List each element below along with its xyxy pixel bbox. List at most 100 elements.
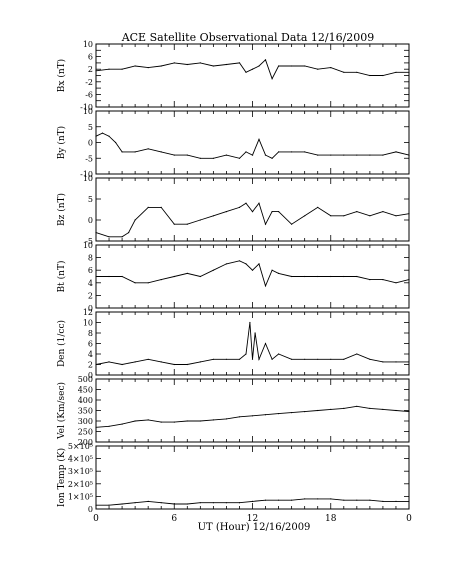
data-point <box>330 275 332 278</box>
panel-frame <box>95 177 410 242</box>
data-point <box>382 154 384 156</box>
data-point <box>173 421 175 423</box>
chart-title: ACE Satellite Observational Data 12/16/2… <box>121 31 375 44</box>
data-point <box>108 425 110 427</box>
y-tick-label: -5 <box>85 237 93 246</box>
data-point <box>251 358 254 360</box>
y-tick-label: 0 <box>88 139 93 148</box>
data-point <box>212 269 214 271</box>
data-point <box>173 154 175 156</box>
data-point <box>95 504 97 506</box>
data-point <box>108 236 110 238</box>
y-tick-label: -2 <box>85 78 93 87</box>
data-point <box>212 502 214 504</box>
data-point <box>238 62 241 64</box>
data-point <box>108 275 110 278</box>
data-point <box>121 151 123 153</box>
x-tick-label: 18 <box>325 514 337 524</box>
data-point <box>225 154 227 156</box>
data-point <box>186 63 188 66</box>
data-point <box>408 411 410 413</box>
data-point <box>173 223 175 225</box>
data-point <box>258 263 260 265</box>
panel-2: -5 0 5 10 Bz (nT) <box>56 174 410 246</box>
data-point <box>160 206 162 208</box>
y-tick-label: 2 <box>88 361 93 370</box>
series-line <box>95 405 410 428</box>
y-tick-label: 300 <box>78 417 93 426</box>
data-point <box>343 358 345 360</box>
data-point <box>199 157 201 159</box>
data-point <box>317 206 319 208</box>
data-point <box>291 358 293 360</box>
data-point <box>95 426 97 428</box>
data-point <box>395 361 397 363</box>
y-tick-label: 2 <box>88 65 93 74</box>
data-point <box>173 503 175 505</box>
panel-4: 02 46 810 12 Den (1/cc) <box>56 308 410 380</box>
y-tick-label: 12 <box>83 308 93 317</box>
data-point <box>317 409 319 412</box>
data-point <box>343 71 345 73</box>
y-tick-label: 400 <box>78 396 93 405</box>
y-tick-label: 0 <box>88 304 93 313</box>
data-point <box>251 68 254 70</box>
data-point <box>258 65 260 67</box>
data-point <box>147 148 149 150</box>
y-tick-label: 450 <box>78 386 93 395</box>
data-point <box>271 157 273 159</box>
data-point <box>245 71 247 73</box>
data-point <box>134 502 136 504</box>
data-point <box>121 236 123 238</box>
data-point <box>251 415 254 417</box>
data-point <box>245 263 247 265</box>
y-axis-label: Ion Temp (K) <box>56 448 67 507</box>
data-point <box>304 215 306 217</box>
data-point <box>278 353 280 355</box>
data-point <box>382 211 384 213</box>
y-tick-label: 3×10⁵ <box>68 467 93 476</box>
data-point <box>95 363 97 366</box>
data-point <box>128 232 130 234</box>
y-tick-label: 2 <box>88 291 93 300</box>
data-point <box>134 420 136 422</box>
y-tick-label: 8 <box>88 254 93 263</box>
data-point <box>271 269 273 271</box>
data-point <box>173 275 175 278</box>
data-point <box>186 420 188 422</box>
data-point <box>408 361 410 363</box>
data-point <box>343 407 345 409</box>
data-point <box>258 202 260 204</box>
panel-frame <box>95 378 410 443</box>
data-point <box>238 260 241 262</box>
data-point <box>225 263 227 265</box>
data-point <box>317 68 319 70</box>
data-point <box>147 206 149 208</box>
y-tick-label: 500 <box>78 375 93 384</box>
data-point <box>160 279 162 281</box>
data-point <box>134 282 136 284</box>
data-point <box>382 408 384 410</box>
data-point <box>186 272 188 274</box>
data-point <box>369 215 371 217</box>
data-point <box>225 63 227 66</box>
data-point <box>108 135 110 137</box>
data-point <box>304 498 306 500</box>
data-point <box>356 353 358 355</box>
data-point <box>343 154 345 156</box>
data-point <box>356 211 358 213</box>
data-point <box>317 154 319 156</box>
y-tick-label: -10 <box>80 103 93 112</box>
y-tick-label: 4 <box>88 350 93 359</box>
y-tick-label: 5×10⁵ <box>68 442 93 451</box>
data-point <box>134 219 136 221</box>
data-point <box>199 62 201 64</box>
data-point <box>264 342 267 345</box>
data-point <box>278 211 280 213</box>
data-point <box>317 275 319 278</box>
panel-1: -10 -5 0 5 10 By (nT) <box>56 107 410 179</box>
data-point <box>245 202 247 204</box>
y-tick-label: 10 <box>83 319 93 328</box>
data-point <box>251 211 254 213</box>
